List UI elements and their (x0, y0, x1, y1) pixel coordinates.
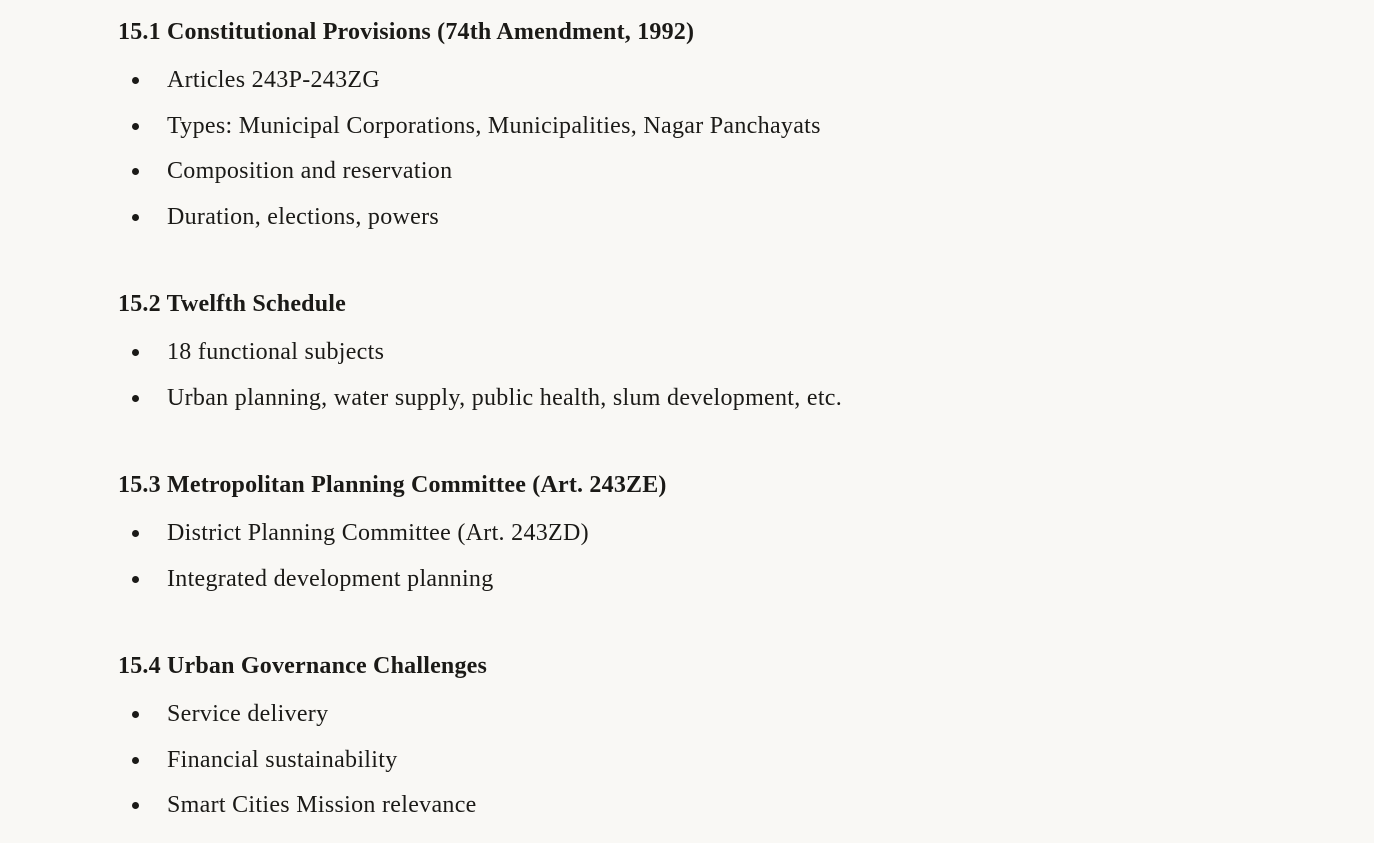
list-item-text: Urban planning, water supply, public hea… (167, 384, 843, 411)
section: 15.2 Twelfth Schedule 18 functional subje… (118, 289, 1374, 421)
list-item-text: Types: Municipal Corporations, Municipal… (167, 112, 821, 139)
list-item-text: Composition and reservation (167, 158, 453, 184)
bullet-list: Service delivery Financial sustainability… (118, 692, 1374, 829)
bullet-list: District Planning Committee (Art. 243ZD)… (118, 511, 1374, 602)
list-item: Types: Municipal Corporations, Municipal… (118, 104, 1374, 150)
section-heading: 15.2 Twelfth Schedule (118, 291, 346, 317)
bullet-icon (132, 349, 139, 356)
section: 15.3 Metropolitan Planning Committee (Ar… (118, 470, 1374, 602)
bullet-icon (132, 802, 139, 809)
section-heading: 15.4 Urban Governance Challenges (118, 653, 488, 679)
section: 15.4 Urban Governance Challenges Service … (118, 651, 1374, 829)
bullet-icon (132, 77, 139, 84)
list-item: Duration, elections, powers (118, 195, 1374, 241)
bullet-icon (132, 213, 139, 221)
bullet-icon (132, 530, 139, 537)
section-heading: 15.1 Constitutional Provisions (74th Ame… (118, 19, 695, 45)
list-item: Urban planning, water supply, public hea… (118, 376, 1374, 422)
list-item: Articles 243P-243ZG (118, 58, 1374, 104)
list-item: Smart Cities Mission relevance (118, 783, 1374, 829)
section-heading: 15.3 Metropolitan Planning Committee (Ar… (118, 472, 667, 498)
list-item-text: 18 functional subjects (167, 339, 385, 365)
list-item-text: Duration, elections, powers (167, 203, 440, 230)
list-item-text: District Planning Committee (Art. 243ZD) (167, 520, 589, 546)
list-item: District Planning Committee (Art. 243ZD) (118, 511, 1374, 557)
list-item: Composition and reservation (118, 149, 1374, 195)
list-item-text: Integrated development planning (167, 565, 494, 592)
list-item: Integrated development planning (118, 557, 1374, 603)
bullet-icon (132, 711, 139, 718)
list-item-text: Smart Cities Mission relevance (167, 792, 477, 818)
list-item-text: Service delivery (167, 701, 329, 727)
bullet-icon (132, 756, 139, 764)
list-item-text: Articles 243P-243ZG (167, 67, 381, 93)
bullet-icon (132, 168, 139, 175)
bullet-icon (132, 122, 139, 130)
list-item: 18 functional subjects (118, 330, 1374, 376)
bullet-list: 18 functional subjects Urban planning, wa… (118, 330, 1374, 421)
list-item: Financial sustainability (118, 738, 1374, 784)
section: 15.1 Constitutional Provisions (74th Ame… (118, 17, 1374, 240)
bullet-icon (132, 394, 139, 402)
bullet-icon (132, 575, 139, 583)
list-item-text: Financial sustainability (167, 746, 398, 773)
bullet-list: Articles 243P-243ZG Types: Municipal Corp… (118, 58, 1374, 240)
list-item: Service delivery (118, 692, 1374, 738)
